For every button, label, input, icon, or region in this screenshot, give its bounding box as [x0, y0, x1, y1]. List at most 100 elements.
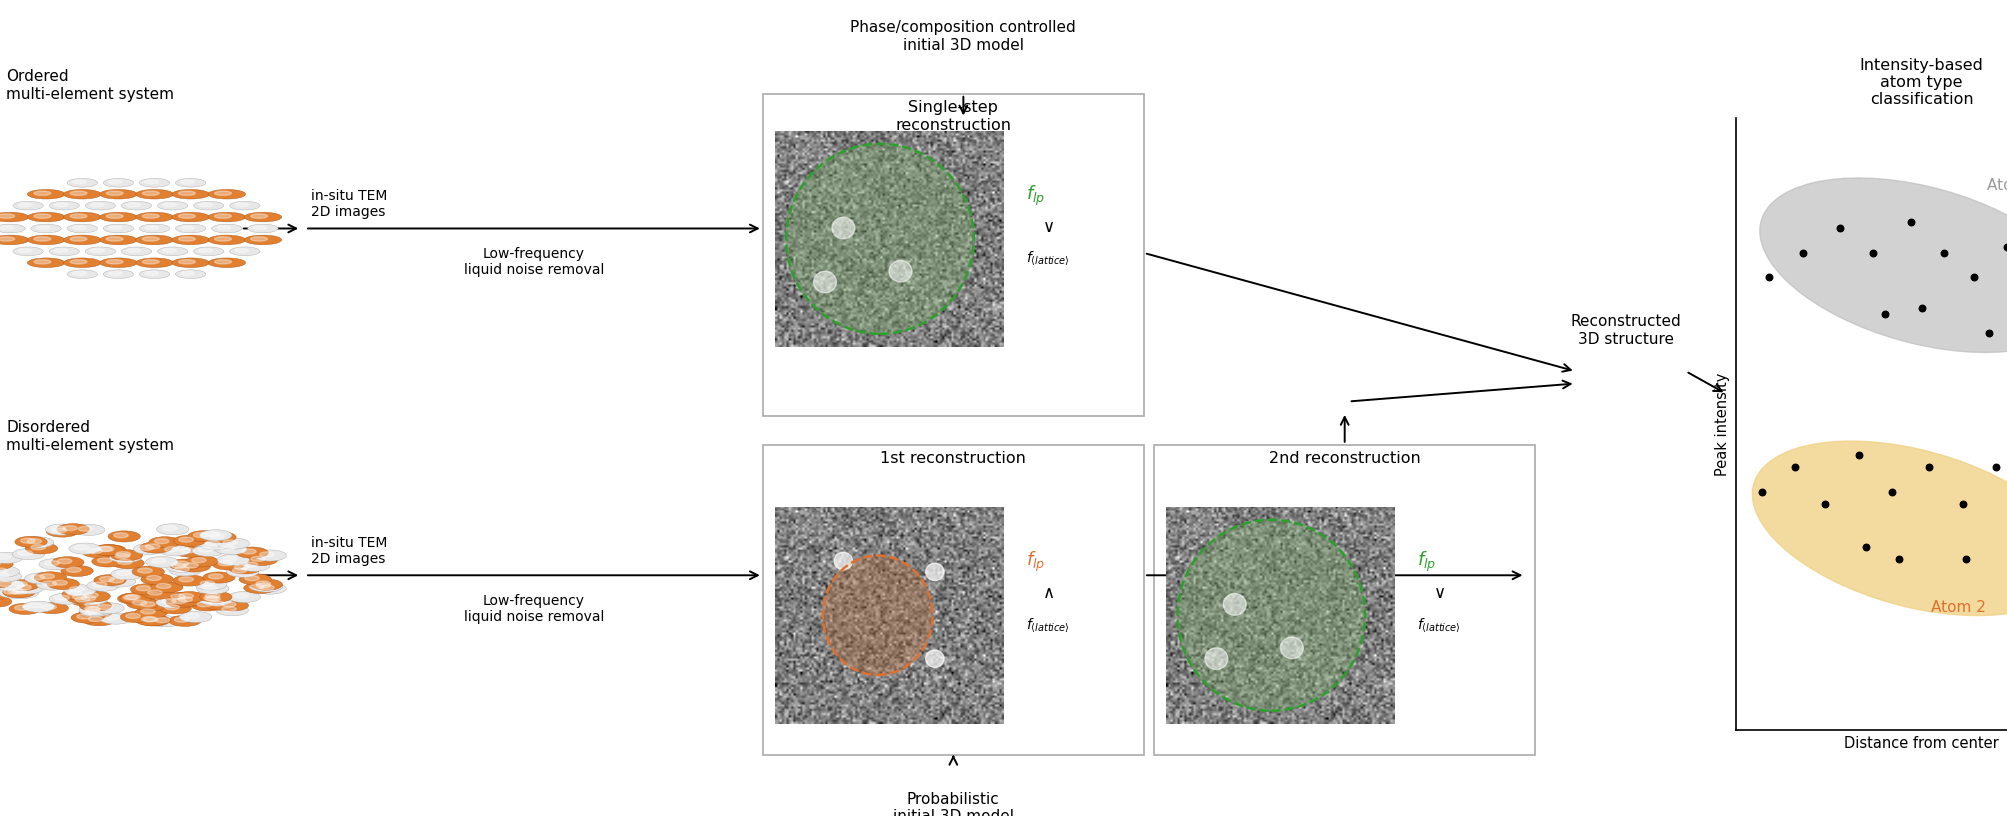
- Ellipse shape: [253, 226, 267, 229]
- Ellipse shape: [26, 539, 42, 543]
- Ellipse shape: [259, 585, 275, 590]
- Ellipse shape: [12, 582, 26, 587]
- Ellipse shape: [205, 532, 221, 537]
- Ellipse shape: [149, 537, 181, 548]
- Ellipse shape: [229, 563, 261, 574]
- Ellipse shape: [54, 595, 70, 601]
- Ellipse shape: [22, 537, 54, 548]
- Text: $f_{lp}$: $f_{lp}$: [1417, 550, 1437, 574]
- Ellipse shape: [72, 226, 86, 229]
- Ellipse shape: [140, 574, 173, 585]
- Ellipse shape: [215, 191, 231, 195]
- Ellipse shape: [221, 606, 237, 612]
- Ellipse shape: [217, 226, 231, 229]
- Ellipse shape: [116, 552, 130, 557]
- Ellipse shape: [193, 202, 225, 210]
- Text: $\vee$: $\vee$: [1433, 584, 1445, 602]
- Ellipse shape: [80, 607, 112, 619]
- Ellipse shape: [122, 595, 138, 600]
- Text: $\vee$: $\vee$: [1042, 218, 1054, 236]
- Ellipse shape: [86, 580, 118, 592]
- Ellipse shape: [68, 543, 100, 554]
- Ellipse shape: [136, 258, 173, 268]
- Ellipse shape: [104, 615, 120, 620]
- Ellipse shape: [205, 596, 219, 601]
- Ellipse shape: [159, 545, 191, 556]
- Ellipse shape: [163, 249, 177, 252]
- Ellipse shape: [36, 602, 68, 614]
- Ellipse shape: [217, 538, 249, 549]
- Ellipse shape: [199, 203, 213, 206]
- Ellipse shape: [48, 247, 80, 255]
- Ellipse shape: [108, 272, 122, 275]
- Ellipse shape: [0, 212, 28, 222]
- Ellipse shape: [106, 214, 122, 218]
- Ellipse shape: [201, 594, 233, 605]
- Ellipse shape: [6, 579, 40, 591]
- Ellipse shape: [106, 259, 122, 264]
- Ellipse shape: [0, 214, 14, 218]
- Ellipse shape: [100, 189, 136, 199]
- Ellipse shape: [102, 179, 134, 187]
- Ellipse shape: [253, 583, 287, 594]
- Ellipse shape: [132, 600, 147, 605]
- Ellipse shape: [165, 605, 179, 610]
- Ellipse shape: [70, 587, 84, 592]
- Ellipse shape: [237, 561, 271, 571]
- Ellipse shape: [52, 557, 84, 568]
- Ellipse shape: [118, 593, 151, 604]
- Ellipse shape: [136, 212, 173, 222]
- Ellipse shape: [78, 600, 112, 611]
- Ellipse shape: [30, 545, 46, 550]
- Ellipse shape: [199, 548, 213, 552]
- Ellipse shape: [36, 226, 50, 229]
- Ellipse shape: [179, 593, 193, 598]
- Ellipse shape: [116, 570, 130, 575]
- Ellipse shape: [0, 226, 14, 229]
- Ellipse shape: [12, 589, 26, 594]
- Ellipse shape: [20, 539, 34, 543]
- Ellipse shape: [34, 259, 50, 264]
- Ellipse shape: [223, 540, 237, 545]
- Ellipse shape: [229, 247, 261, 255]
- Ellipse shape: [0, 596, 12, 607]
- Ellipse shape: [245, 235, 281, 245]
- Ellipse shape: [145, 226, 159, 229]
- Ellipse shape: [215, 237, 231, 241]
- Ellipse shape: [104, 576, 136, 587]
- Ellipse shape: [0, 235, 28, 245]
- Text: $f_{lp}$: $f_{lp}$: [1026, 550, 1046, 574]
- Ellipse shape: [98, 605, 112, 610]
- Ellipse shape: [138, 545, 155, 550]
- Ellipse shape: [209, 534, 225, 539]
- Ellipse shape: [173, 592, 205, 603]
- Ellipse shape: [14, 536, 48, 548]
- Ellipse shape: [54, 249, 68, 252]
- Ellipse shape: [98, 558, 112, 563]
- Ellipse shape: [215, 214, 231, 218]
- Ellipse shape: [46, 526, 78, 537]
- Ellipse shape: [86, 607, 100, 612]
- Ellipse shape: [0, 554, 10, 559]
- Ellipse shape: [68, 591, 82, 596]
- Ellipse shape: [169, 615, 201, 627]
- Ellipse shape: [12, 247, 44, 255]
- Ellipse shape: [140, 542, 173, 553]
- Ellipse shape: [42, 581, 56, 586]
- Ellipse shape: [0, 237, 14, 241]
- Ellipse shape: [197, 602, 211, 607]
- Ellipse shape: [58, 559, 72, 564]
- Ellipse shape: [138, 615, 171, 626]
- Ellipse shape: [94, 544, 126, 556]
- Ellipse shape: [199, 539, 233, 550]
- Ellipse shape: [217, 554, 249, 565]
- Ellipse shape: [181, 180, 195, 184]
- Ellipse shape: [0, 577, 12, 588]
- Ellipse shape: [8, 588, 22, 594]
- Ellipse shape: [110, 552, 142, 563]
- Ellipse shape: [0, 570, 22, 582]
- Ellipse shape: [136, 189, 173, 199]
- Ellipse shape: [239, 574, 271, 585]
- Ellipse shape: [36, 579, 68, 590]
- Ellipse shape: [209, 258, 245, 268]
